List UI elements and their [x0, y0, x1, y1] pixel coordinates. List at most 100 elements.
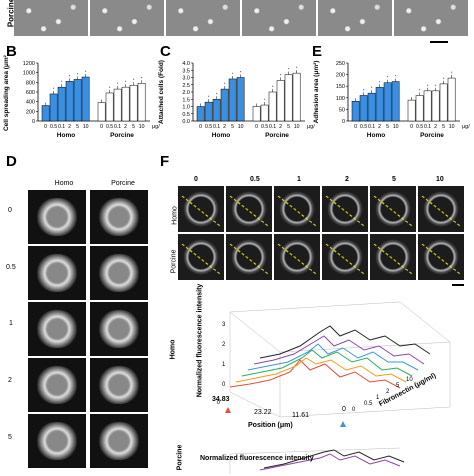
significance-star: *: [288, 67, 290, 72]
f-image-homo-05: [226, 186, 272, 232]
bar-homo-3: [375, 87, 384, 122]
x-tick-label: 5: [231, 124, 234, 130]
y-tick-label: 0.0: [182, 119, 190, 125]
x-tick-label: 10: [294, 124, 300, 130]
significance-star: *: [387, 75, 389, 80]
profile-line-10: [259, 325, 431, 359]
x-tick-label: 5: [132, 124, 135, 130]
significance-star: *: [296, 65, 298, 70]
significance-star: *: [232, 71, 234, 76]
y-axis-label: Attached cells (Fold): [158, 60, 165, 124]
d-image-homo-5: [28, 414, 86, 468]
y-tick-label: 0.5: [182, 112, 190, 118]
x-tick-label: 2: [68, 124, 71, 130]
f-ytick-5: 5: [396, 383, 400, 389]
bar-porcine-1: [415, 95, 424, 122]
x-tick-label: 0.5: [205, 124, 212, 130]
bar-homo-2: [212, 99, 221, 122]
unit-label: μg/ml: [307, 124, 315, 130]
d-image-homo-05: [28, 246, 86, 300]
d-image-porcine-05: [90, 246, 148, 300]
panel-label-d: D: [6, 153, 17, 170]
bar-porcine-3: [276, 80, 285, 122]
x-tick-label: 5: [76, 124, 79, 130]
panel-label-c: C: [160, 43, 171, 60]
f-image-homo-5: [370, 186, 416, 232]
bar-homo-5: [236, 77, 245, 122]
y-tick-label: 100: [336, 96, 345, 102]
f-profile-plot-homo: 0: [217, 301, 451, 418]
f-col-1: 1: [297, 176, 301, 183]
bar-porcine-3: [431, 90, 440, 122]
y-tick-label: 50: [339, 107, 345, 113]
panel-label-e: E: [312, 43, 323, 60]
f-ytick-05: 0.5: [364, 401, 373, 407]
d-image-homo-2: [28, 358, 86, 412]
significance-star: *: [69, 73, 71, 78]
group-label: Homo: [212, 132, 230, 139]
f-ztick-2: 2: [222, 342, 226, 348]
bar-porcine-0: [407, 99, 416, 122]
y-tick-label: 250: [336, 61, 345, 67]
y-tick-label: 1200: [23, 61, 35, 67]
unit-label: μg/ml: [152, 124, 160, 130]
d-row-3: 2: [8, 377, 12, 384]
phase-image-1: [14, 0, 88, 36]
bar-homo-4: [383, 82, 392, 122]
x-tick-label: 0.1: [368, 124, 375, 130]
x-tick-label: 0.5: [360, 124, 367, 130]
bar-porcine-4: [129, 84, 138, 122]
x-tick-label: 0: [410, 124, 413, 130]
significance-star: *: [61, 79, 63, 84]
d-image-porcine-5: [90, 414, 148, 468]
bar-homo-0: [196, 106, 205, 122]
group-label: Porcine: [420, 132, 444, 139]
x-tick-label: 0.5: [261, 124, 268, 130]
bar-porcine-4: [439, 83, 448, 122]
bar-porcine-5: [137, 83, 146, 122]
f-xtick-1161: 11.61: [292, 412, 309, 419]
f-row-porcine: Porcine: [170, 249, 178, 274]
bar-homo-1: [49, 93, 58, 122]
significance-star: *: [371, 85, 373, 90]
group-label: Homo: [367, 132, 385, 139]
f-image-porcine-5: [370, 234, 416, 280]
significance-star: *: [216, 91, 218, 96]
f-xtick-2322: 23.22: [254, 409, 272, 416]
x-tick-label: 10: [238, 124, 244, 130]
significance-star: *: [363, 87, 365, 92]
x-tick-label: 0.1: [114, 124, 121, 130]
significance-star: *: [427, 83, 429, 88]
x-tick-label: 2: [434, 124, 437, 130]
x-tick-label: 0.1: [424, 124, 431, 130]
d-image-homo-1: [28, 302, 86, 356]
bar-homo-0: [41, 105, 50, 122]
f-ytick-1: 1: [376, 395, 380, 401]
y-tick-label: 2.5: [182, 83, 190, 89]
significance-star: *: [141, 75, 143, 80]
f-xtick-3483: 34.83: [212, 396, 230, 403]
x-tick-label: 5: [442, 124, 445, 130]
y-tick-label: 0: [32, 119, 35, 125]
significance-star: *: [85, 69, 87, 74]
y-tick-label: 400: [26, 100, 35, 106]
f-image-porcine-1: [274, 234, 320, 280]
y-tick-label: 150: [336, 84, 345, 90]
f-col-0: 0: [194, 176, 198, 183]
significance-star: *: [125, 79, 127, 84]
bar-porcine-0: [252, 106, 261, 122]
significance-star: *: [117, 81, 119, 86]
svg-text:0: 0: [217, 400, 221, 406]
x-tick-label: 0.5: [106, 124, 113, 130]
y-tick-label: 3.5: [182, 68, 190, 74]
phase-image-3: [166, 0, 240, 36]
bar-homo-5: [391, 81, 400, 122]
bar-porcine-0: [97, 102, 106, 122]
significance-star: *: [451, 70, 453, 75]
significance-star: *: [395, 74, 397, 79]
d-row-4: 5: [8, 434, 12, 441]
x-tick-label: 10: [139, 124, 145, 130]
bar-homo-3: [65, 81, 74, 122]
f-col-2: 2: [345, 176, 349, 183]
